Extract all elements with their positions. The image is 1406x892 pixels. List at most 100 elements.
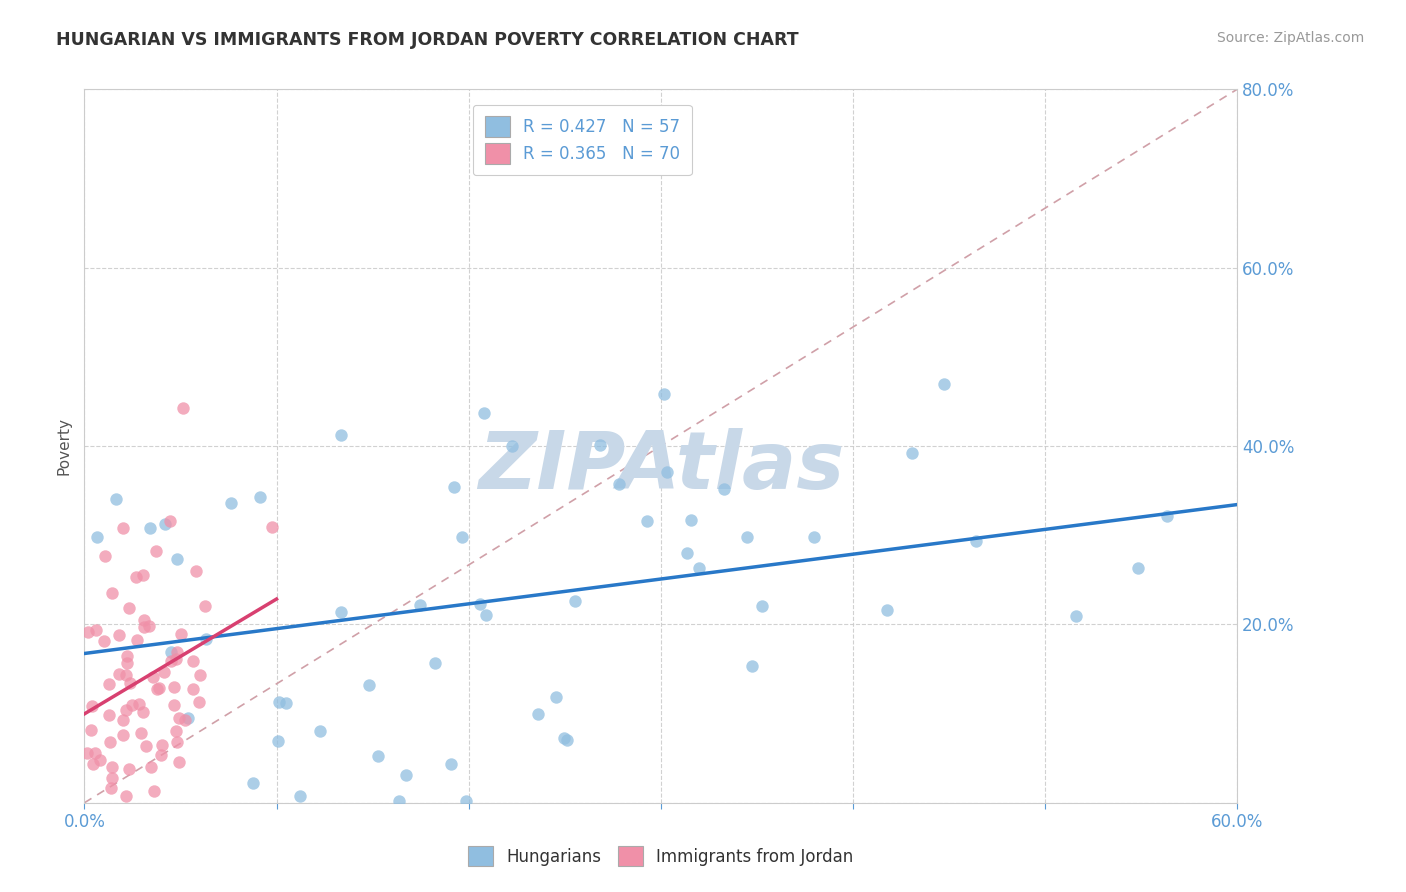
Point (357, 678, 380, 692)
Point (84, 747, 107, 761)
Point (93, 633, 115, 648)
Point (652, 386, 675, 401)
Point (118, 676, 141, 690)
Text: HUNGARIAN VS IMMIGRANTS FROM JORDAN POVERTY CORRELATION CHART: HUNGARIAN VS IMMIGRANTS FROM JORDAN POVE… (56, 31, 799, 49)
Point (132, 613, 155, 627)
Point (128, 697, 150, 711)
Point (713, 483, 735, 497)
Point (142, 670, 165, 684)
Point (741, 659, 763, 673)
Point (139, 521, 162, 535)
Point (115, 668, 138, 682)
Point (146, 681, 169, 696)
Point (655, 465, 678, 479)
Point (194, 632, 217, 647)
Point (84, 623, 107, 637)
Point (876, 603, 898, 617)
Point (76, 746, 98, 760)
Point (138, 619, 160, 633)
Point (172, 401, 194, 415)
Point (553, 731, 575, 746)
Point (145, 544, 167, 558)
Point (1156, 508, 1178, 523)
Point (131, 567, 153, 582)
Point (546, 690, 568, 704)
Point (589, 438, 612, 452)
Point (501, 439, 523, 453)
Point (177, 711, 200, 725)
Point (166, 551, 188, 566)
Point (155, 517, 177, 532)
Point (170, 627, 193, 641)
Point (423, 657, 446, 671)
Point (526, 706, 548, 721)
Point (267, 734, 290, 748)
Point (181, 682, 204, 697)
Point (118, 762, 141, 776)
Point (148, 681, 170, 695)
Point (105, 492, 128, 507)
Y-axis label: Poverty: Poverty (56, 417, 72, 475)
Point (676, 546, 699, 560)
Point (451, 529, 474, 543)
Point (439, 756, 461, 771)
Point (472, 406, 495, 420)
Text: Source: ZipAtlas.com: Source: ZipAtlas.com (1216, 31, 1364, 45)
Point (163, 698, 186, 713)
Point (117, 648, 139, 663)
Point (125, 569, 148, 583)
Point (127, 633, 149, 648)
Point (329, 428, 352, 442)
Point (475, 607, 498, 622)
Point (173, 713, 195, 727)
Point (132, 620, 155, 634)
Point (98, 735, 121, 749)
Point (607, 476, 630, 491)
Point (114, 703, 136, 717)
Point (166, 734, 188, 748)
Point (112, 520, 135, 534)
Point (76, 625, 98, 640)
Legend: R = 0.427   N = 57, R = 0.365   N = 70: R = 0.427 N = 57, R = 0.365 N = 70 (474, 104, 692, 176)
Point (388, 794, 411, 808)
Point (932, 376, 955, 391)
Point (309, 724, 332, 739)
Point (111, 728, 134, 742)
Point (108, 628, 131, 642)
Point (290, 789, 312, 803)
Point (409, 599, 432, 613)
Point (276, 696, 298, 710)
Point (100, 781, 122, 796)
Point (142, 784, 165, 798)
Point (135, 739, 157, 753)
Point (101, 586, 124, 600)
Point (111, 713, 134, 727)
Point (94, 549, 117, 563)
Point (965, 533, 987, 548)
Point (456, 794, 478, 808)
Text: ZIPAtlas: ZIPAtlas (478, 428, 844, 507)
Point (167, 711, 190, 725)
Point (679, 513, 702, 527)
Point (115, 789, 138, 804)
Point (150, 738, 173, 752)
Point (153, 665, 176, 679)
Point (141, 760, 163, 774)
Point (468, 597, 491, 611)
Point (1066, 608, 1088, 623)
Point (89, 753, 111, 767)
Point (187, 695, 209, 709)
Legend: Hungarians, Immigrants from Jordan: Hungarians, Immigrants from Jordan (460, 838, 862, 875)
Point (165, 723, 187, 738)
Point (169, 756, 191, 770)
Point (557, 733, 579, 747)
Point (80, 698, 103, 713)
Point (803, 530, 825, 544)
Point (186, 565, 208, 579)
Point (131, 705, 153, 719)
Point (181, 654, 204, 668)
Point (98, 708, 121, 723)
Point (82, 756, 104, 771)
Point (166, 645, 188, 659)
Point (108, 667, 131, 681)
